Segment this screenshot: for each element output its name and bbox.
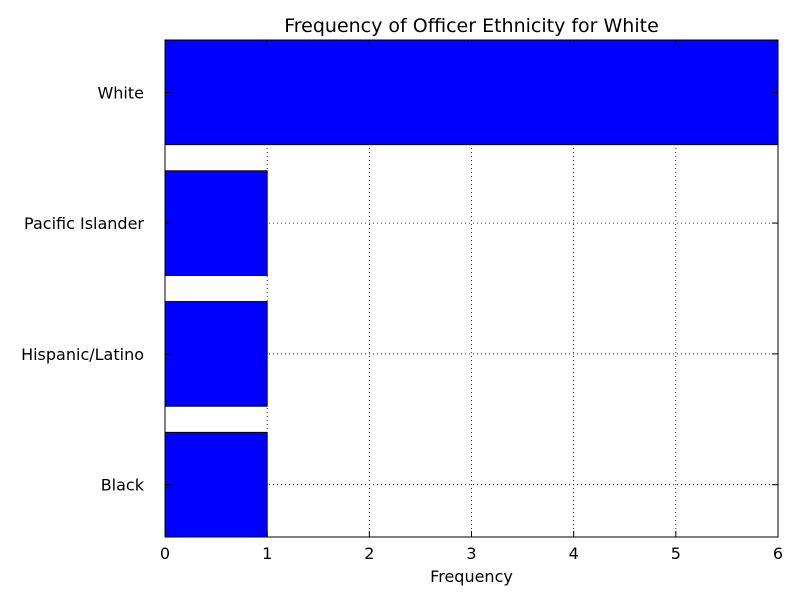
y-tick-label: Hispanic/Latino <box>21 345 144 364</box>
y-tick-labels: Black Hispanic/Latino Pacific Islander Whit… <box>21 83 145 494</box>
bar-black <box>164 431 268 538</box>
y-tick-label: White <box>97 83 144 102</box>
x-tick-label: 5 <box>671 544 681 563</box>
x-tick-label: 2 <box>364 544 374 563</box>
bars <box>164 39 779 538</box>
x-tick-labels: 0 1 2 3 4 5 6 <box>160 544 783 563</box>
y-tick-label: Pacific Islander <box>24 214 144 233</box>
bar-hispanic-latino <box>164 301 268 407</box>
x-tick-label: 3 <box>466 544 476 563</box>
bar-white <box>164 39 779 146</box>
y-tick-label: Black <box>101 476 145 495</box>
axis-ticks <box>164 40 779 537</box>
x-tick-label: 6 <box>773 544 783 563</box>
grid-lines <box>165 40 778 537</box>
bar-pacific-islander <box>164 170 268 276</box>
chart-title: Frequency of Officer Ethnicity for White <box>284 15 659 37</box>
x-tick-label: 4 <box>569 544 579 563</box>
x-tick-label: 1 <box>262 544 272 563</box>
x-axis-label: Frequency <box>430 567 513 586</box>
x-tick-label: 0 <box>160 544 170 563</box>
